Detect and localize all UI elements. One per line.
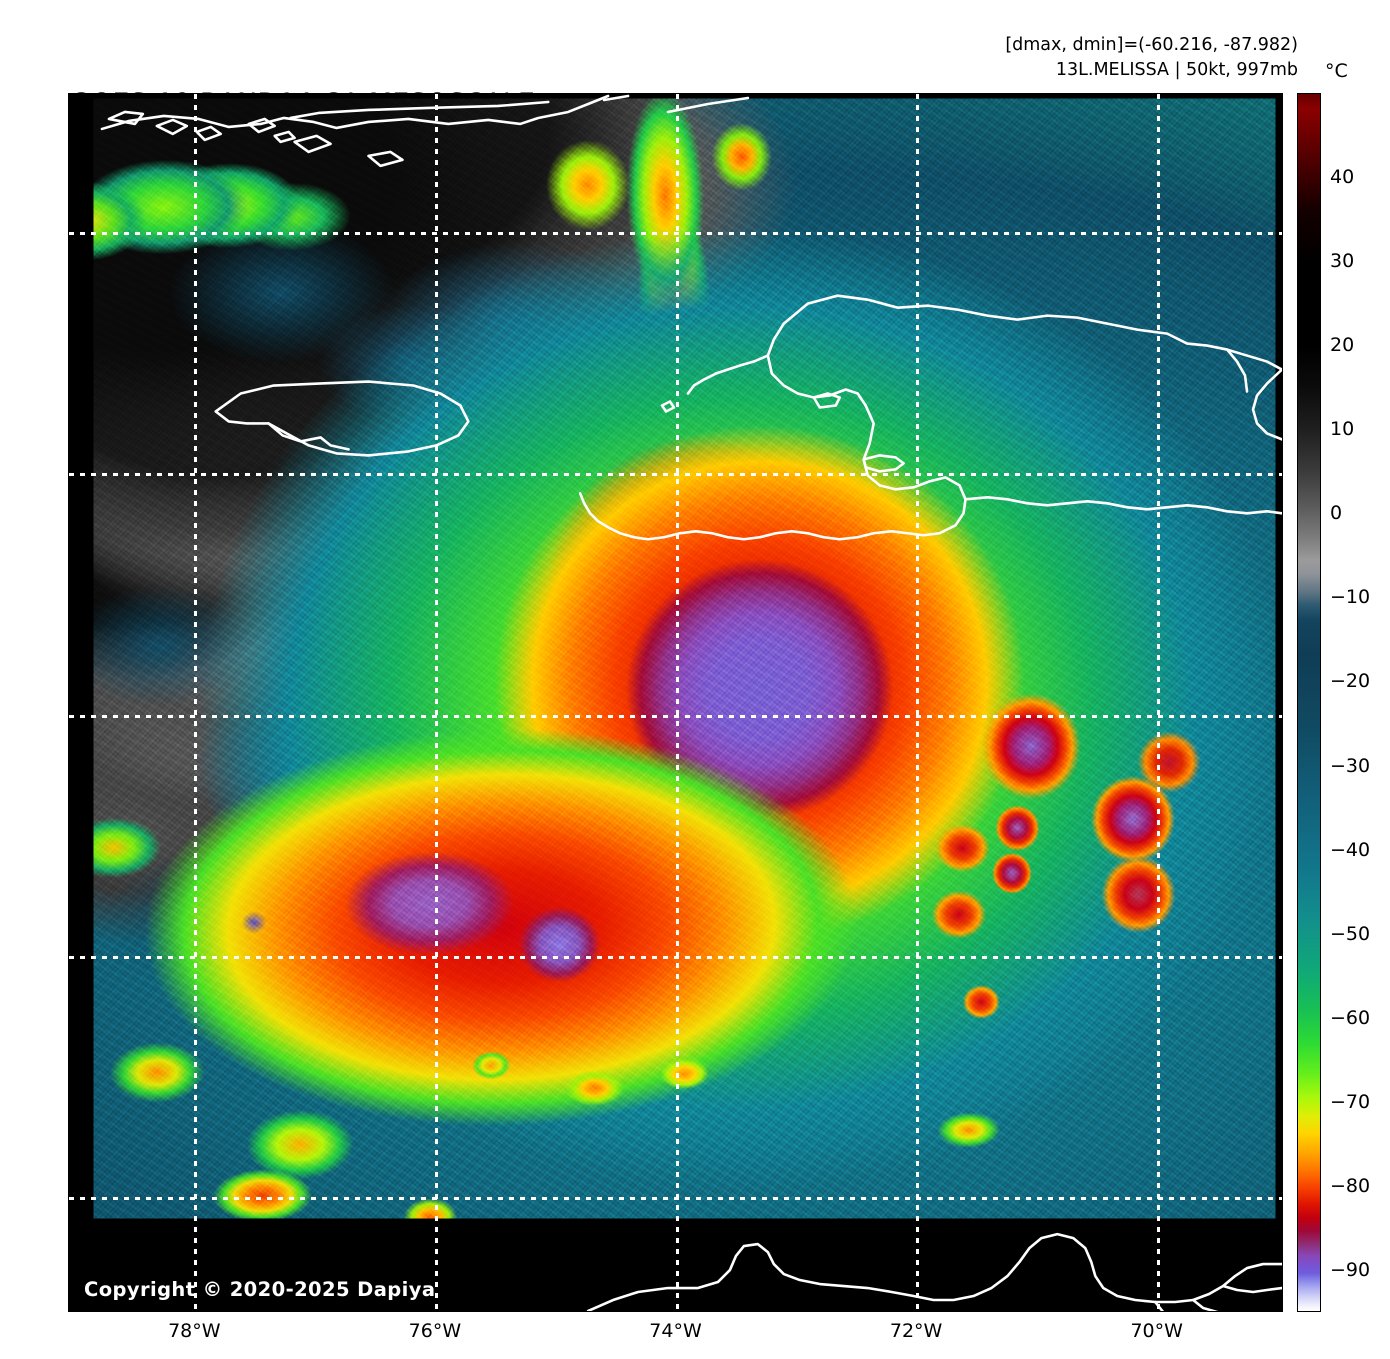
copyright-notice: Copyright © 2020-2025 Dapiya (84, 1278, 436, 1301)
gridline-lon-72 (916, 94, 920, 1311)
colorbar-tick-label: −60 (1330, 1006, 1371, 1029)
gridline-lon-76 (434, 94, 438, 1311)
dmax-dmin-readout: [dmax, dmin]=(-60.216, -87.982) (1005, 35, 1298, 55)
colorbar-tick-label: 10 (1330, 418, 1355, 441)
lon-tick-label: 78°W (168, 1320, 221, 1342)
colorbar-tick-label: −20 (1330, 670, 1371, 693)
colorbar-tick-label: −80 (1330, 1174, 1371, 1197)
storm-intensity-readout: 13L.MELISSA | 50kt, 997mb (1055, 60, 1298, 81)
colorbar-tick-label: −50 (1330, 922, 1371, 945)
colorbar-tick-label: −30 (1330, 754, 1371, 777)
colorbar-tick-label: 40 (1330, 166, 1355, 189)
lon-tick-label: 70°W (1130, 1320, 1183, 1342)
gridline-lon-74 (675, 94, 679, 1311)
colorbar-tick-label: 20 (1330, 334, 1355, 357)
colorbar-tick-label: −10 (1330, 586, 1371, 609)
gridline-lon-78 (194, 94, 198, 1311)
lon-tick-label: 76°W (408, 1320, 462, 1342)
colorbar-tick-label: 30 (1330, 250, 1355, 273)
graticule-overlay (69, 94, 1282, 1311)
lon-tick-label: 74°W (649, 1320, 702, 1342)
satellite-image-plot[interactable] (68, 93, 1283, 1312)
metadata-block: [dmax, dmin]=(-60.216, -87.982) 13L.MELI… (1005, 33, 1298, 84)
colorbar[interactable] (1297, 93, 1321, 1312)
colorbar-tick-label: −70 (1330, 1090, 1371, 1113)
colorbar-tick-label: −40 (1330, 838, 1371, 861)
colorbar-tick-label: −90 (1330, 1258, 1371, 1281)
colorbar-unit-label: °C (1325, 60, 1348, 82)
colorbar-gradient (1297, 93, 1321, 1312)
colorbar-tick-label: 0 (1330, 502, 1343, 525)
coastline-overlay (100, 94, 1282, 1311)
lon-tick-label: 72°W (889, 1320, 943, 1342)
gridline-lon-70 (1156, 94, 1160, 1311)
